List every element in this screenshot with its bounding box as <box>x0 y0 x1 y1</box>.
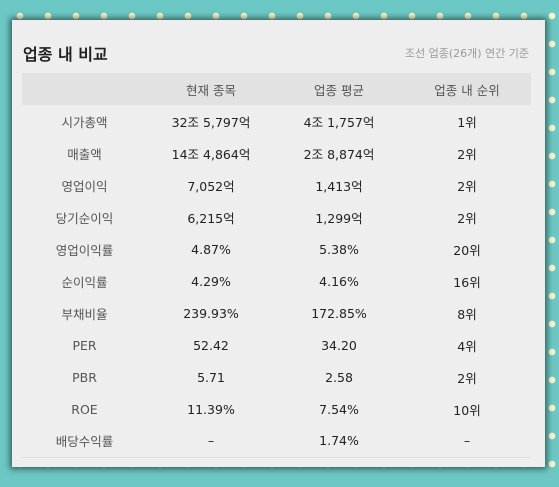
current-value: 6,215억 <box>187 210 235 226</box>
row-label: 영업이익률 <box>55 242 114 258</box>
row-label: 당기순이익 <box>55 210 114 226</box>
rank-value: 16위 <box>453 274 481 290</box>
average-value: 1,299억 <box>315 210 363 226</box>
average-value: 1.74% <box>275 425 403 458</box>
rank-value: 2위 <box>457 178 477 194</box>
table-row: 시가총액 32조 5,797억 4조 1,757억 1위 <box>22 105 531 137</box>
row-label: PBR <box>72 369 97 385</box>
row-label: 시가총액 <box>61 114 108 130</box>
average-value: 4조 1,757억 <box>303 114 375 130</box>
current-value: 4.29% <box>191 273 231 289</box>
row-label: 순이익률 <box>61 274 108 290</box>
table-header-row: 현재 종목 업종 평균 업종 내 순위 <box>22 73 531 105</box>
average-value: 5.38% <box>319 241 359 257</box>
current-value: 14조 4,864억 <box>171 146 251 162</box>
row-label: ROE <box>71 401 98 417</box>
row-label: 배당수익률 <box>22 425 147 458</box>
table-row: 부채비율 239.93% 172.85% 8위 <box>22 297 531 329</box>
current-value: 11.39% <box>187 401 235 417</box>
current-value: 52.42 <box>193 337 229 353</box>
average-value: 172.85% <box>311 305 367 321</box>
column-header-rank: 업종 내 순위 <box>434 82 500 98</box>
current-value: 5.71 <box>197 369 225 385</box>
column-header-metric <box>22 73 147 105</box>
average-value: 34.20 <box>321 337 357 353</box>
table-row: PER 52.42 34.20 4위 <box>22 329 531 361</box>
table-row: 배당수익률 – 1.74% – <box>22 425 531 458</box>
current-value: 7,052억 <box>187 178 235 194</box>
rank-value: 20위 <box>453 242 481 258</box>
panel-subtitle: 조선 업종(26개) 연간 기준 <box>404 47 529 60</box>
rank-value: – <box>403 425 531 458</box>
table-row: 순이익률 4.29% 4.16% 16위 <box>22 265 531 297</box>
table-row: 매출액 14조 4,864억 2조 8,874억 2위 <box>22 137 531 169</box>
current-value: 4.87% <box>191 241 231 257</box>
rank-value: 10위 <box>453 402 481 418</box>
rank-value: 8위 <box>457 306 477 322</box>
average-value: 2.58 <box>325 369 353 385</box>
rank-value: 4위 <box>457 338 477 354</box>
table-row: ROE 11.39% 7.54% 10위 <box>22 393 531 425</box>
average-value: 2조 8,874억 <box>303 146 375 162</box>
current-value: 239.93% <box>183 305 239 321</box>
row-label: PER <box>72 337 97 353</box>
column-header-current: 현재 종목 <box>186 82 236 98</box>
table-row: 당기순이익 6,215억 1,299억 2위 <box>22 201 531 233</box>
average-value: 7.54% <box>319 401 359 417</box>
row-label: 매출액 <box>67 146 102 162</box>
row-label: 영업이익 <box>61 178 108 194</box>
table-row: PBR 5.71 2.58 2위 <box>22 361 531 393</box>
table-row: 영업이익률 4.87% 5.38% 20위 <box>22 233 531 265</box>
row-label: 부채비율 <box>61 306 108 322</box>
comparison-table: 현재 종목 업종 평균 업종 내 순위 시가총액 32조 5,797억 4조 1… <box>22 73 531 458</box>
panel-header: 업종 내 비교 조선 업종(26개) 연간 기준 <box>12 20 545 72</box>
rank-value: 2위 <box>457 146 477 162</box>
rank-value: 2위 <box>457 210 477 226</box>
rank-value: 1위 <box>457 114 477 130</box>
current-value: 32조 5,797억 <box>171 114 251 130</box>
panel-title: 업종 내 비교 <box>23 45 108 64</box>
table-row: 영업이익 7,052억 1,413억 2위 <box>22 169 531 201</box>
average-value: 1,413억 <box>315 178 363 194</box>
current-value: – <box>147 425 275 458</box>
average-value: 4.16% <box>319 273 359 289</box>
industry-comparison-panel: 업종 내 비교 조선 업종(26개) 연간 기준 현재 종목 업종 평균 업종 … <box>12 20 545 467</box>
column-header-average: 업종 평균 <box>314 82 364 98</box>
rank-value: 2위 <box>457 370 477 386</box>
